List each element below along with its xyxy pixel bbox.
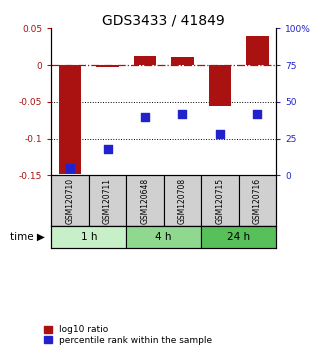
Bar [171,57,194,65]
Bar [164,175,201,226]
Text: 1 h: 1 h [81,232,97,242]
Bar [209,65,231,105]
Bar [59,65,81,174]
Text: 4 h: 4 h [155,232,172,242]
Legend: log10 ratio, percentile rank within the sample: log10 ratio, percentile rank within the … [43,324,213,346]
Text: GSM120716: GSM120716 [253,178,262,224]
Bar [51,175,89,226]
Point [67,165,73,171]
Point [180,111,185,116]
Point [255,111,260,116]
Text: time ▶: time ▶ [10,232,45,242]
Bar [201,175,239,226]
Bar [239,175,276,226]
Bar [201,226,276,248]
Bar [96,65,119,67]
Bar [126,226,201,248]
Bar [89,175,126,226]
Point [105,146,110,152]
Text: GSM120648: GSM120648 [141,178,150,224]
Text: 24 h: 24 h [227,232,250,242]
Point [217,131,222,137]
Text: GSM120711: GSM120711 [103,178,112,224]
Bar [126,175,164,226]
Point [143,114,148,119]
Bar [134,56,156,65]
Text: GSM120710: GSM120710 [65,178,74,224]
Bar [246,36,269,65]
Title: GDS3433 / 41849: GDS3433 / 41849 [102,13,225,27]
Text: GSM120715: GSM120715 [215,178,224,224]
Text: GSM120708: GSM120708 [178,178,187,224]
Bar [51,226,126,248]
